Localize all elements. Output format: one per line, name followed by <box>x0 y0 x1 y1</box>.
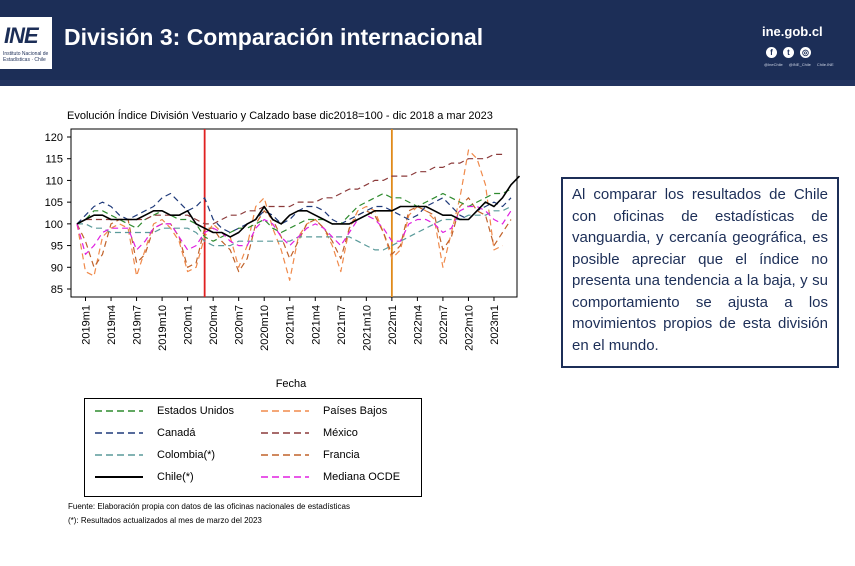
series-line-chile <box>76 175 521 238</box>
social-handle: @INE_Chile <box>788 62 811 67</box>
legend-item: Estados Unidos <box>95 405 234 417</box>
plot-frame <box>70 128 518 298</box>
line-chart: 85 90 95 100 105 110 115 120 2019m1 2019m4 2019m7 2… <box>45 128 521 390</box>
update-note: (*): Resultados actualizados al mes de m… <box>68 516 262 525</box>
y-tick-label: 110 <box>45 175 63 187</box>
legend-label: Mediana OCDE <box>323 471 401 483</box>
y-tick-label: 120 <box>45 132 63 144</box>
social-handle: @IneChile <box>764 62 783 67</box>
twitter-icon[interactable]: t <box>783 47 794 58</box>
x-tick-label: 2021m10 <box>361 305 373 351</box>
site-link[interactable]: ine.gob.cl <box>762 24 823 39</box>
x-tick-label: 2019m7 <box>132 305 144 345</box>
x-tick-label: 2020m4 <box>208 305 220 345</box>
ine-logo[interactable]: INE Instituto Nacional de Estadísticas ·… <box>0 17 52 69</box>
social-handle: Chile.INE <box>816 62 834 67</box>
legend-item: Canadá <box>95 427 196 439</box>
social-handles: @IneChile @INE_Chile Chile.INE <box>764 62 834 67</box>
description-box: Al comparar los resultados de Chile con … <box>561 177 839 368</box>
legend-label: Países Bajos <box>323 405 388 417</box>
series-line-colombia <box>77 205 512 251</box>
x-tick-label: 2022m1 <box>387 305 399 345</box>
x-tick-label: 2020m7 <box>234 305 246 345</box>
legend-swatch <box>261 476 309 478</box>
header-banner: INE Instituto Nacional de Estadísticas ·… <box>0 0 855 86</box>
x-axis-label: Fecha <box>276 378 307 390</box>
legend-swatch <box>95 410 143 412</box>
legend-swatch <box>261 454 309 456</box>
x-tick-label: 2023m1 <box>489 305 501 345</box>
source-note: Fuente: Elaboración propia con datos de … <box>68 502 350 511</box>
facebook-icon[interactable]: f <box>766 47 777 58</box>
series-line-pa-ses-bajos <box>76 149 503 281</box>
social-icons: f t ◎ <box>766 47 811 58</box>
y-tick-label: 95 <box>51 241 63 253</box>
legend-item: Colombia(*) <box>95 449 215 461</box>
x-tick-label: 2021m4 <box>310 305 322 345</box>
series-line-francia <box>76 197 512 273</box>
x-tick-label: 2022m4 <box>412 305 424 345</box>
header-stripe <box>0 80 855 86</box>
legend-label: México <box>323 427 358 439</box>
page-title: División 3: Comparación internacional <box>64 24 484 50</box>
x-tick-label: 2022m7 <box>438 305 450 345</box>
x-tick-label: 2020m10 <box>259 305 271 351</box>
legend-swatch <box>261 432 309 434</box>
x-tick-label: 2019m1 <box>81 305 93 345</box>
legend-label: Canadá <box>157 427 196 439</box>
legend-swatch <box>95 432 143 434</box>
legend-item: México <box>261 427 358 439</box>
y-tick-label: 105 <box>45 197 63 209</box>
x-tick-label: 2022m10 <box>463 305 475 351</box>
legend-item: Francia <box>261 449 360 461</box>
legend-item: Mediana OCDE <box>261 471 400 483</box>
y-tick-label: 100 <box>45 219 63 231</box>
legend-label: Estados Unidos <box>157 405 235 417</box>
legend-swatch <box>95 454 143 456</box>
instagram-icon[interactable]: ◎ <box>800 47 811 58</box>
series-line-m-xico <box>76 153 503 225</box>
x-tick-label: 2019m10 <box>157 305 169 351</box>
x-tick-label: 2019m4 <box>106 305 118 345</box>
legend-swatch <box>261 410 309 412</box>
x-tick-label: 2020m1 <box>183 305 195 345</box>
y-tick-label: 85 <box>51 284 63 296</box>
legend-item: Países Bajos <box>261 405 387 417</box>
y-tick-label: 115 <box>45 154 63 166</box>
y-tick-label: 90 <box>51 262 63 274</box>
legend-label: Colombia(*) <box>157 449 216 461</box>
legend-label: Francia <box>323 449 360 461</box>
series-line-canad <box>76 192 512 234</box>
legend-label: Chile(*) <box>157 471 194 483</box>
chart-legend: Estados Unidos Países Bajos Canadá México Co… <box>84 398 422 497</box>
x-tick-label: 2021m1 <box>285 305 297 345</box>
legend-swatch <box>95 476 143 478</box>
chart-title: Evolución Índice División Vestuario y Ca… <box>67 110 493 122</box>
description-text: Al comparar los resultados de Chile con … <box>572 186 828 354</box>
logo-text: INE <box>4 23 39 48</box>
series-line-mediana-ocde <box>76 205 512 255</box>
logo-subtitle: Instituto Nacional de Estadísticas · Chi… <box>3 51 49 63</box>
legend-item: Chile(*) <box>95 471 194 483</box>
x-tick-label: 2021m7 <box>336 305 348 345</box>
